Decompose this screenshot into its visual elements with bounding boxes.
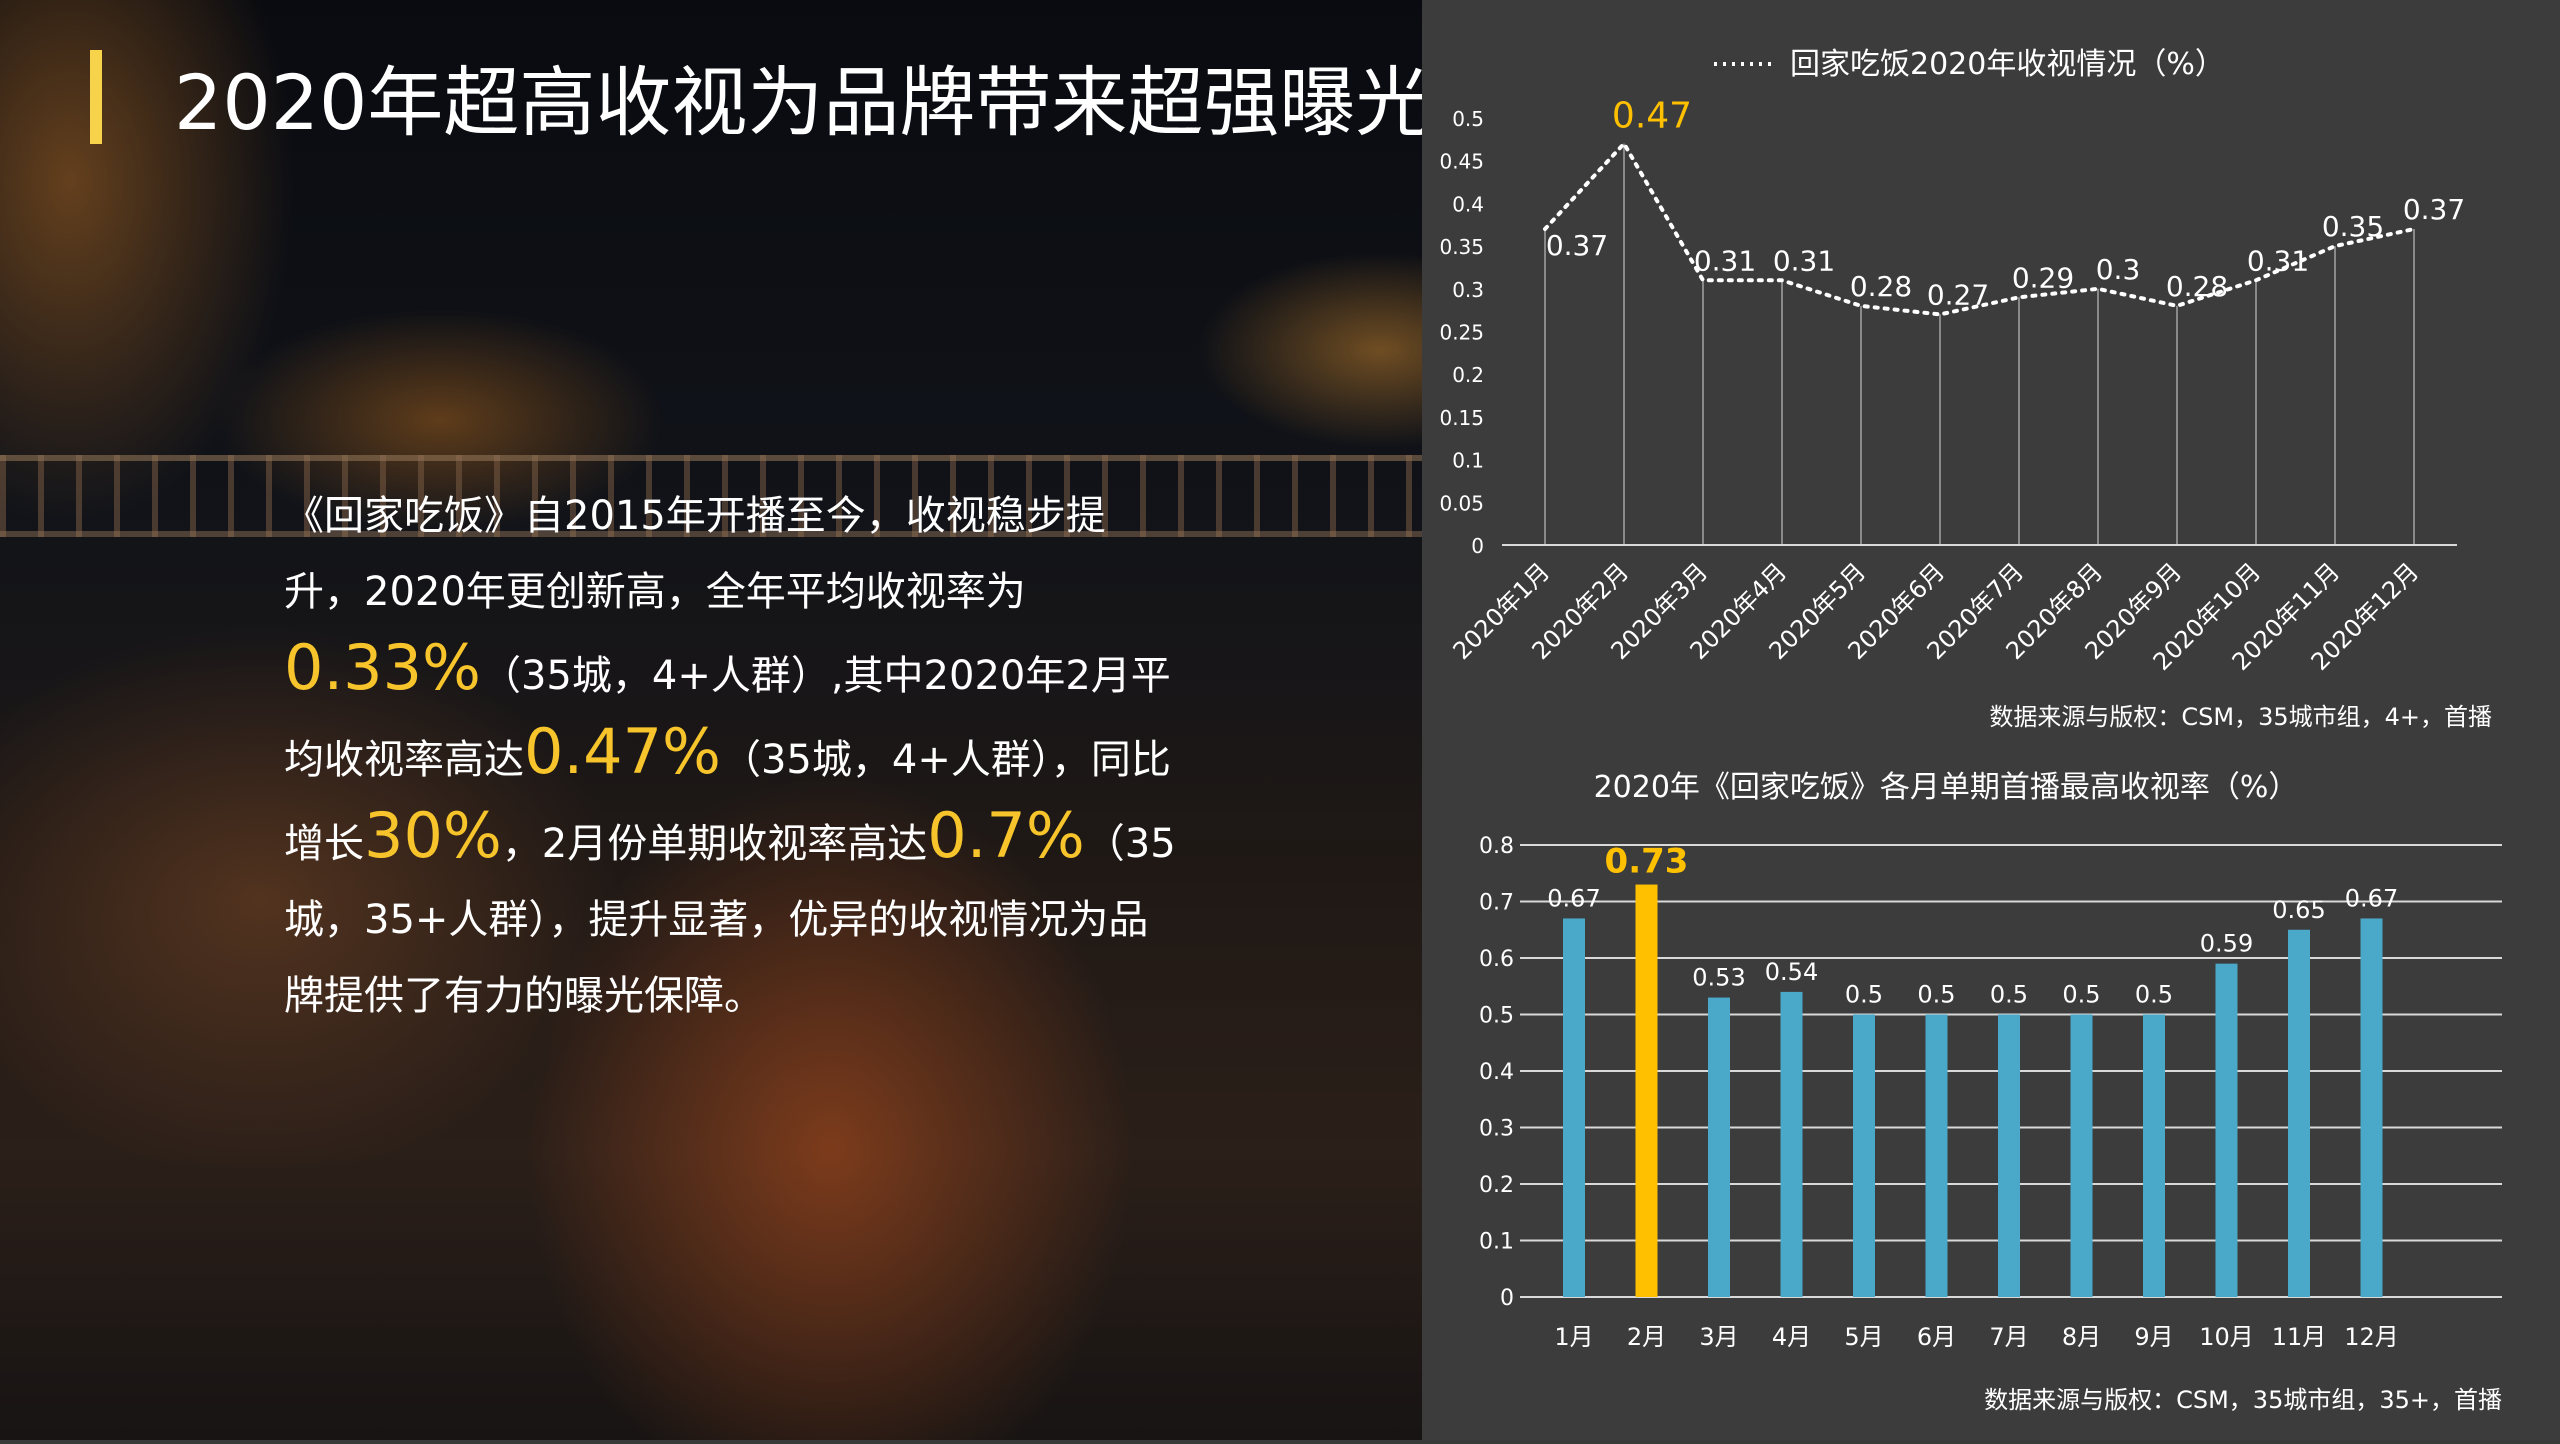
line-data-label: 0.37 <box>1546 229 1608 262</box>
charts-svg: 回家吃饭2020年收视情况（%） 00.050.10.150.20.250.30… <box>1439 47 2502 1414</box>
line-y-tick-label: 0.4 <box>1452 192 1484 216</box>
bar-x-tick-label: 12月 <box>2344 1323 2399 1351</box>
bar <box>1780 991 1803 1297</box>
body-text-1: 《回家吃饭》自2015年开播至今，收视稳步提升，2020年更创新高，全年平均收视… <box>284 493 1106 615</box>
highlight-avg-rating: 0.33% <box>284 631 481 704</box>
bar-data-label: 0.5 <box>2135 981 2173 1009</box>
bar-data-labels: 0.670.730.53 0.540.5 0.5 0.5 0.5 0.50.590.65 0… <box>1547 842 2398 1009</box>
line-series <box>1543 140 2416 317</box>
line-data-label: 0.31 <box>1773 244 1835 277</box>
bar-chart-title: 2020年《回家吃饭》各月单期首播最高收视率（%） <box>1594 770 2299 805</box>
bar-x-tick-label: 4月 <box>1772 1323 1811 1351</box>
bar-chart: 2020年《回家吃饭》各月单期首播最高收视率（%） 0 0.1 0.2 0.3 0.4 0… <box>1479 770 2502 1414</box>
line-data-labels: 0.37 0.47 0.31 0.31 0.28 0.27 0.29 0.3 0.28 0.31 0… <box>1546 96 2465 312</box>
bar-x-tick-label: 6月 <box>1917 1323 1956 1351</box>
line-y-tick-label: 0 <box>1471 534 1484 558</box>
line-data-label: 0.31 <box>1694 244 1756 277</box>
bar-x-tick-label: 1月 <box>1554 1323 1593 1351</box>
line-y-tick-label: 0.3 <box>1452 278 1484 302</box>
bar <box>2143 1014 2165 1297</box>
bar-y-tick-label: 0.3 <box>1479 1117 1514 1142</box>
bar <box>2215 963 2238 1297</box>
body-text-4: ，2月份单期收视率高达 <box>501 821 928 867</box>
bar-x-tick-label: 3月 <box>1699 1323 1738 1351</box>
line-data-label: 0.37 <box>2403 193 2465 226</box>
body-text-2: （35城，4+人群）,其中2020年2月平均收视率高达 <box>284 653 1171 783</box>
line-y-tick-label: 0.35 <box>1439 235 1484 259</box>
body-paragraph: 《回家吃饭》自2015年开播至今，收视稳步提升，2020年更创新高，全年平均收视… <box>284 478 1184 1034</box>
bar-y-tick-label: 0.7 <box>1479 891 1514 916</box>
bar-data-label: 0.67 <box>1547 884 1600 912</box>
bar-x-tick-label: 2月 <box>1627 1323 1666 1351</box>
line-chart-title: 回家吃饭2020年收视情况（%） <box>1790 47 2225 82</box>
line-chart-source: 数据来源与版权：CSM，35城市组，4+，首播 <box>1989 703 2492 731</box>
bridge-silhouette <box>0 455 1422 537</box>
bar <box>2288 929 2310 1297</box>
bar-x-tick-label: 11月 <box>2272 1323 2327 1351</box>
bar-y-tick-label: 0.8 <box>1479 834 1514 859</box>
bar <box>1563 918 1585 1297</box>
line-data-label: 0.31 <box>2247 244 2309 277</box>
bar-series <box>1563 884 2383 1297</box>
bar-x-tick-label: 10月 <box>2199 1323 2254 1351</box>
bar-x-tick-label: 5月 <box>1844 1323 1883 1351</box>
line-y-tick-label: 0.1 <box>1452 449 1484 473</box>
line-data-label: 0.29 <box>2012 261 2074 294</box>
line-y-tick-label: 0.5 <box>1452 107 1484 131</box>
line-data-label: 0.3 <box>2096 253 2141 286</box>
highlight-feb-rating: 0.47% <box>524 715 721 788</box>
bar-x-axis-labels: 1月 2月 3月 4月 5月 6月 7月 8月 9月 10月 11月 12月 <box>1554 1323 2398 1351</box>
bar <box>1708 997 1730 1297</box>
bar-x-tick-label: 7月 <box>1989 1323 2028 1351</box>
bar-y-tick-label: 0 <box>1500 1286 1514 1311</box>
bar-x-tick-label: 9月 <box>2134 1323 2173 1351</box>
line-data-label: 0.47 <box>1612 96 1692 137</box>
line-data-label: 0.27 <box>1927 278 1989 311</box>
chart-panel: 回家吃饭2020年收视情况（%） 0 0.05 0.1 0.15 0.2 0.25 0.3 0… <box>1422 0 2560 1440</box>
line-y-tick-label: 0.25 <box>1439 321 1484 345</box>
body-text-3: （35城，4+人群），同比增长 <box>284 737 1171 867</box>
bar <box>2360 918 2383 1297</box>
line-data-label: 0.28 <box>2166 270 2228 303</box>
bar-data-label: 0.5 <box>1990 981 2028 1009</box>
bar-data-label: 0.5 <box>2062 981 2100 1009</box>
photo-shade <box>0 0 1422 1440</box>
bar <box>1998 1014 2020 1297</box>
bar-data-label: 0.5 <box>1845 981 1883 1009</box>
bar-data-label: 0.59 <box>2200 930 2253 958</box>
bar-chart-source: 数据来源与版权：CSM，35城市组，35+，首播 <box>1984 1386 2502 1414</box>
bar-data-label: 0.5 <box>1917 981 1955 1009</box>
bar-y-tick-label: 0.6 <box>1479 947 1514 972</box>
bar <box>1635 884 1658 1297</box>
line-y-tick-label: 0.45 <box>1439 150 1484 174</box>
bar-y-tick-label: 0.4 <box>1479 1060 1514 1085</box>
line-chart: 回家吃饭2020年收视情况（%） 00.050.10.150.20.250.30… <box>1439 47 2492 731</box>
line-x-axis-labels: 2020年1月2020年2月2020年3月2020年4月2020年5月2020年… <box>1448 557 2425 676</box>
line-y-axis: 0 0.05 0.1 0.15 0.2 0.25 0.3 0.35 0.4 0.45 0.5 <box>1439 107 1484 558</box>
bar-y-tick-label: 0.5 <box>1479 1004 1514 1029</box>
bar <box>1925 1014 1948 1297</box>
line-data-label: 0.35 <box>2322 210 2384 243</box>
page-title: 2020年超高收视为品牌带来超强曝光 <box>174 58 1432 147</box>
bar <box>2070 1014 2093 1297</box>
bar-x-tick-label: 8月 <box>2062 1323 2101 1351</box>
bar-y-tick-label: 0.1 <box>1479 1230 1514 1255</box>
bar-data-label: 0.67 <box>2345 884 2398 912</box>
highlight-single-rating: 0.7% <box>927 799 1085 872</box>
line-drop-lines <box>1544 143 2415 545</box>
bar-data-label: 0.65 <box>2272 896 2325 924</box>
background-photo <box>0 0 1422 1440</box>
line-y-tick-label: 0.2 <box>1452 363 1484 387</box>
highlight-growth: 30% <box>364 799 502 872</box>
line-y-tick-label: 0.15 <box>1439 406 1484 430</box>
line-y-tick-label: 0.05 <box>1439 491 1484 515</box>
bar <box>1853 1014 1875 1297</box>
body-text-5: （35城，35+人群），提升显著，优异的收视情况为品牌提供了有力的曝光保障。 <box>284 821 1176 1019</box>
bar-y-tick-label: 0.2 <box>1479 1173 1514 1198</box>
bar-data-label: 0.73 <box>1605 842 1689 882</box>
line-data-label: 0.28 <box>1850 270 1912 303</box>
bar-data-label: 0.53 <box>1692 964 1745 992</box>
bar-data-label: 0.54 <box>1765 958 1818 986</box>
title-accent-bar <box>90 50 102 144</box>
